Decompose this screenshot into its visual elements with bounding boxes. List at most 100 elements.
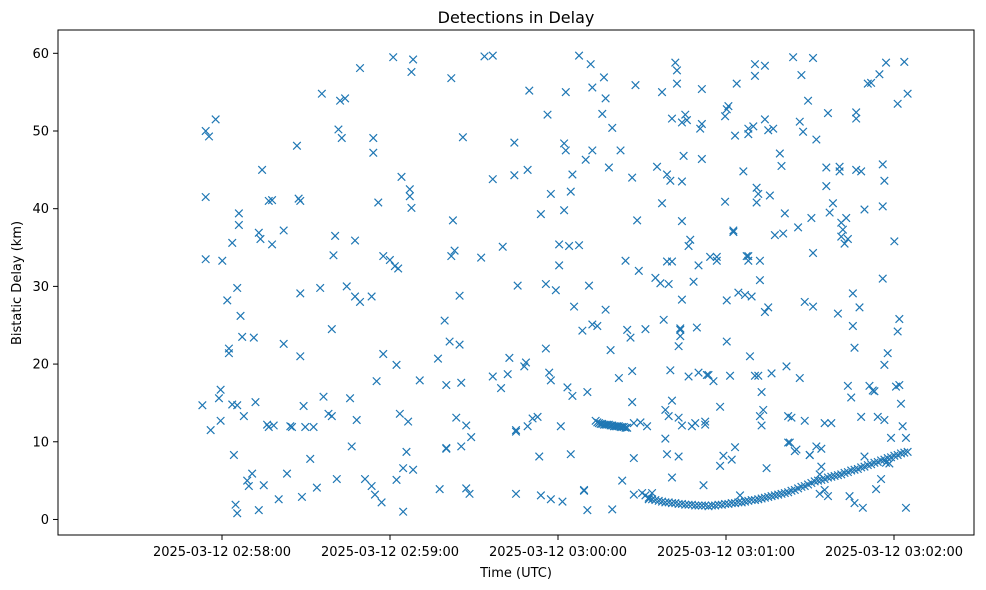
data-point <box>232 401 242 410</box>
data-point <box>367 292 376 301</box>
data-point <box>860 205 869 214</box>
y-tick-label: 60 <box>32 47 49 62</box>
data-point <box>627 173 637 182</box>
data-point <box>379 251 388 261</box>
data-point <box>239 411 249 421</box>
data-point <box>851 108 861 117</box>
data-point <box>692 323 702 332</box>
data-point <box>817 475 826 485</box>
data-point <box>757 494 766 503</box>
data-point <box>634 266 644 276</box>
data-point <box>797 70 806 80</box>
data-point <box>254 228 264 238</box>
data-point <box>457 442 466 451</box>
data-point <box>636 418 645 427</box>
data-point <box>523 422 532 431</box>
data-point <box>817 444 826 453</box>
data-point <box>393 264 403 273</box>
data-point <box>249 333 259 342</box>
data-point <box>667 257 677 266</box>
data-point <box>442 443 451 453</box>
data-point <box>677 118 687 127</box>
data-point <box>652 162 662 171</box>
data-point <box>621 256 630 265</box>
data-point <box>886 433 896 443</box>
data-point <box>541 344 551 353</box>
data-point <box>264 422 273 432</box>
data-point <box>842 213 851 223</box>
data-point <box>883 453 892 463</box>
data-point <box>808 53 818 63</box>
data-point <box>214 394 224 403</box>
data-point <box>813 476 823 485</box>
data-point <box>863 79 873 88</box>
data-point <box>870 458 879 467</box>
data-point <box>551 286 561 295</box>
data-point <box>825 208 834 217</box>
data-point <box>511 427 521 436</box>
data-point <box>664 411 673 421</box>
data-point <box>614 373 624 383</box>
data-point <box>855 303 864 312</box>
data-point <box>677 216 687 226</box>
data-point <box>525 86 534 95</box>
data-point <box>332 474 342 484</box>
data-point <box>676 325 685 335</box>
data-point <box>306 454 315 464</box>
data-point <box>651 495 660 505</box>
data-point <box>856 412 866 422</box>
data-point <box>744 256 753 265</box>
data-point <box>893 327 902 336</box>
data-point <box>744 129 753 139</box>
x-tick: 2025-03-12 03:01:00 <box>657 535 795 560</box>
data-point <box>566 187 575 196</box>
data-point <box>700 420 710 429</box>
data-point <box>408 55 418 64</box>
data-point <box>757 387 766 397</box>
data-point <box>405 185 415 194</box>
data-point <box>440 316 449 325</box>
data-point <box>900 448 909 457</box>
data-point <box>654 496 663 506</box>
data-point <box>554 261 564 270</box>
data-point <box>778 229 788 238</box>
data-point <box>606 345 615 355</box>
data-point <box>667 396 677 405</box>
data-point <box>662 170 672 179</box>
data-point <box>480 52 489 61</box>
data-point <box>837 232 846 241</box>
data-point <box>608 123 617 133</box>
data-point <box>762 463 771 473</box>
data-point <box>511 425 521 435</box>
data-point <box>259 481 268 490</box>
x-tick: 2025-03-12 03:02:00 <box>825 535 963 560</box>
data-point <box>544 368 554 377</box>
data-point <box>795 373 804 383</box>
data-point <box>900 57 909 67</box>
data-point <box>833 470 843 480</box>
data-point <box>583 505 592 515</box>
data-point <box>309 422 318 432</box>
data-point <box>876 456 886 465</box>
data-point <box>647 488 657 498</box>
y-tick: 10 <box>32 435 58 450</box>
data-point <box>379 349 388 359</box>
data-point <box>764 125 773 135</box>
data-point <box>287 422 297 432</box>
data-point <box>815 489 824 499</box>
data-point <box>317 89 327 98</box>
data-point <box>629 490 639 499</box>
data-point <box>656 279 665 288</box>
data-point <box>297 492 307 502</box>
data-point <box>681 110 690 119</box>
data-point <box>883 348 892 358</box>
data-point <box>735 491 745 500</box>
data-point <box>770 230 780 240</box>
data-point <box>523 165 532 175</box>
data-point <box>397 172 406 182</box>
data-point <box>388 52 398 62</box>
data-point <box>327 324 337 334</box>
data-point <box>764 492 773 502</box>
data-point <box>360 474 370 484</box>
data-point <box>876 474 886 484</box>
